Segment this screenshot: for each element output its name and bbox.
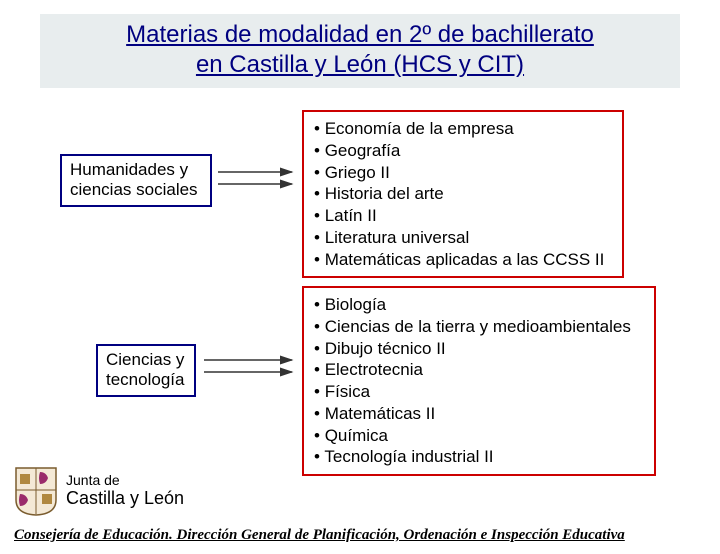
subjects-box-hcs: Economía de la empresa Geografía Griego …: [302, 110, 624, 278]
title-line1: Materias de modalidad en 2º de bachiller…: [126, 21, 594, 48]
list-item: Ciencias de la tierra y medioambientales: [314, 316, 644, 338]
title-line2: en Castilla y León (HCS y CIT): [196, 51, 524, 78]
list-item: Matemáticas aplicadas a las CCSS II: [314, 249, 612, 271]
list-item: Tecnología industrial II: [314, 446, 644, 468]
subjects-box-cit: Biología Ciencias de la tierra y medioam…: [302, 286, 656, 476]
category-box-cit: Ciencias ytecnología: [96, 344, 196, 397]
logo-line2: Castilla y León: [66, 488, 184, 508]
shield-icon: [14, 466, 58, 516]
arrow-icon: [200, 346, 302, 386]
arrow-icon: [214, 158, 302, 198]
category-label: Humanidades yciencias sociales: [70, 160, 198, 199]
logo: Junta de Castilla y León: [14, 466, 184, 516]
list-item: Griego II: [314, 162, 612, 184]
list-item: Química: [314, 425, 644, 447]
category-box-hcs: Humanidades yciencias sociales: [60, 154, 212, 207]
list-item: Literatura universal: [314, 227, 612, 249]
list-item: Matemáticas II: [314, 403, 644, 425]
list-item: Dibujo técnico II: [314, 338, 644, 360]
list-item: Economía de la empresa: [314, 118, 612, 140]
logo-line1: Junta de: [66, 472, 120, 488]
list-item: Geografía: [314, 140, 612, 162]
subjects-list: Biología Ciencias de la tierra y medioam…: [314, 294, 644, 468]
list-item: Biología: [314, 294, 644, 316]
logo-text: Junta de Castilla y León: [66, 473, 184, 508]
list-item: Electrotecnia: [314, 359, 644, 381]
page-title: Materias de modalidad en 2º de bachiller…: [50, 20, 670, 80]
footer-text: Consejería de Educación. Dirección Gener…: [14, 527, 625, 544]
list-item: Latín II: [314, 205, 612, 227]
subjects-list: Economía de la empresa Geografía Griego …: [314, 118, 612, 270]
list-item: Física: [314, 381, 644, 403]
category-label: Ciencias ytecnología: [106, 350, 184, 389]
list-item: Historia del arte: [314, 183, 612, 205]
diagram-area: Humanidades yciencias sociales Economía …: [0, 106, 720, 466]
title-bar: Materias de modalidad en 2º de bachiller…: [40, 14, 680, 88]
